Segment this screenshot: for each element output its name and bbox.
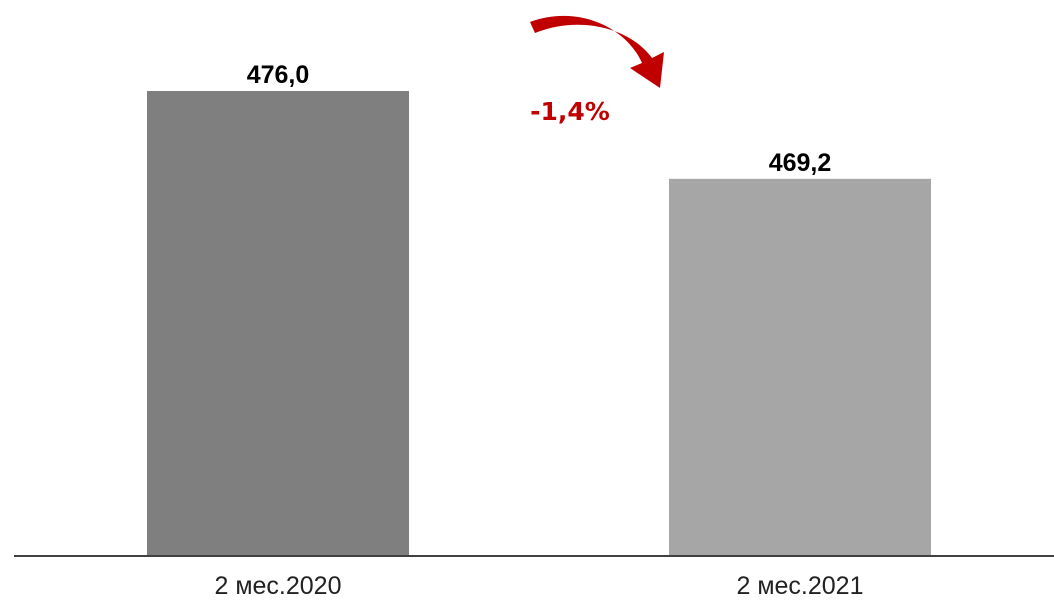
bar-1 <box>147 91 409 556</box>
bar-2 <box>669 178 931 557</box>
change-percent-label: -1,4% <box>530 97 610 126</box>
bar-value-label-2: 469,2 <box>769 149 832 177</box>
bar-value-label-1: 476,0 <box>247 61 310 89</box>
category-label-1: 2 мес.2020 <box>214 572 341 600</box>
value-labels: 476,0 469,2 <box>247 61 832 177</box>
bars <box>147 91 931 557</box>
curved-arrow-down-icon <box>530 15 664 89</box>
category-labels: 2 мес.2020 2 мес.2021 <box>214 572 863 600</box>
category-label-2: 2 мес.2021 <box>736 572 863 600</box>
